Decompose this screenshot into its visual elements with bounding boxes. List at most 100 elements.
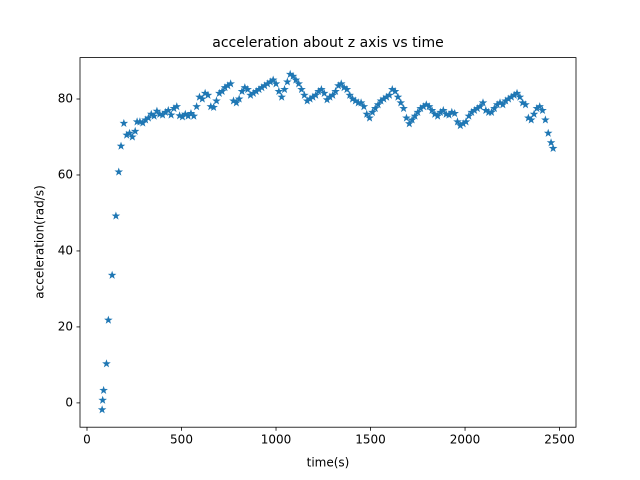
point	[498, 100, 508, 109]
point	[186, 108, 196, 118]
point	[501, 96, 510, 105]
point	[107, 270, 117, 279]
point	[518, 98, 527, 107]
point	[172, 102, 182, 111]
point	[524, 113, 533, 122]
point	[297, 85, 306, 94]
point	[237, 86, 247, 96]
point	[512, 88, 522, 97]
point	[376, 96, 386, 105]
point	[217, 86, 227, 96]
y-axis-label: acceleration(rad/s)	[33, 185, 47, 298]
point	[495, 98, 505, 107]
point	[138, 118, 148, 127]
point	[450, 108, 459, 118]
point	[291, 75, 301, 84]
point	[152, 106, 162, 115]
point	[419, 102, 428, 111]
point	[311, 90, 320, 99]
point	[149, 111, 159, 120]
point	[266, 77, 275, 86]
point	[251, 86, 261, 96]
point	[263, 79, 272, 88]
point	[111, 211, 121, 220]
point	[243, 85, 252, 94]
point	[98, 395, 107, 404]
point	[532, 104, 542, 113]
point	[538, 105, 547, 115]
point	[141, 115, 150, 124]
point	[169, 104, 179, 113]
point	[348, 94, 357, 103]
point	[546, 138, 556, 147]
point	[274, 86, 284, 96]
point	[189, 111, 199, 120]
point	[439, 105, 448, 115]
point	[433, 111, 442, 120]
point	[128, 132, 137, 141]
point	[331, 86, 340, 96]
point	[192, 102, 201, 111]
point	[405, 119, 414, 128]
point	[277, 92, 286, 101]
point	[249, 88, 258, 97]
point	[158, 110, 167, 119]
x-tick-label: 2000	[450, 433, 481, 447]
point	[181, 109, 190, 118]
point	[163, 105, 173, 115]
point	[356, 98, 366, 107]
plot-frame	[79, 57, 577, 428]
point	[464, 111, 474, 120]
chart-title: acceleration about z axis vs time	[212, 35, 444, 51]
point	[456, 121, 465, 130]
point	[175, 111, 184, 120]
point	[507, 92, 516, 101]
point	[461, 117, 471, 126]
point	[257, 83, 267, 92]
point	[509, 90, 519, 99]
point	[334, 81, 343, 90]
point	[178, 112, 187, 121]
point	[365, 113, 374, 122]
point	[373, 100, 383, 109]
point	[203, 90, 213, 99]
point	[529, 109, 539, 118]
point	[328, 90, 338, 99]
point	[387, 85, 397, 94]
point	[345, 90, 355, 99]
point	[470, 105, 479, 115]
point	[223, 81, 233, 90]
point	[379, 94, 389, 103]
point	[119, 118, 129, 127]
point	[385, 90, 394, 99]
point	[226, 79, 235, 88]
point	[422, 100, 431, 109]
point	[359, 102, 369, 111]
point	[161, 107, 170, 116]
point	[144, 113, 153, 122]
point	[209, 102, 218, 111]
point	[396, 98, 406, 107]
point	[240, 83, 250, 92]
point	[308, 92, 318, 101]
point	[478, 98, 488, 107]
point	[234, 94, 244, 103]
y-tick-label: 20	[58, 319, 73, 333]
point	[430, 109, 440, 118]
point	[402, 113, 411, 122]
point	[473, 104, 482, 113]
point	[114, 167, 124, 176]
y-tick-label: 0	[65, 395, 73, 409]
point	[195, 92, 204, 101]
point	[390, 86, 400, 96]
point	[166, 110, 176, 119]
point	[382, 92, 391, 101]
point	[97, 405, 107, 414]
point	[362, 109, 372, 118]
point	[325, 92, 335, 101]
point	[467, 107, 476, 116]
x-tick-label: 1000	[261, 433, 292, 447]
point	[490, 104, 499, 113]
point	[285, 69, 295, 78]
point	[215, 88, 224, 97]
